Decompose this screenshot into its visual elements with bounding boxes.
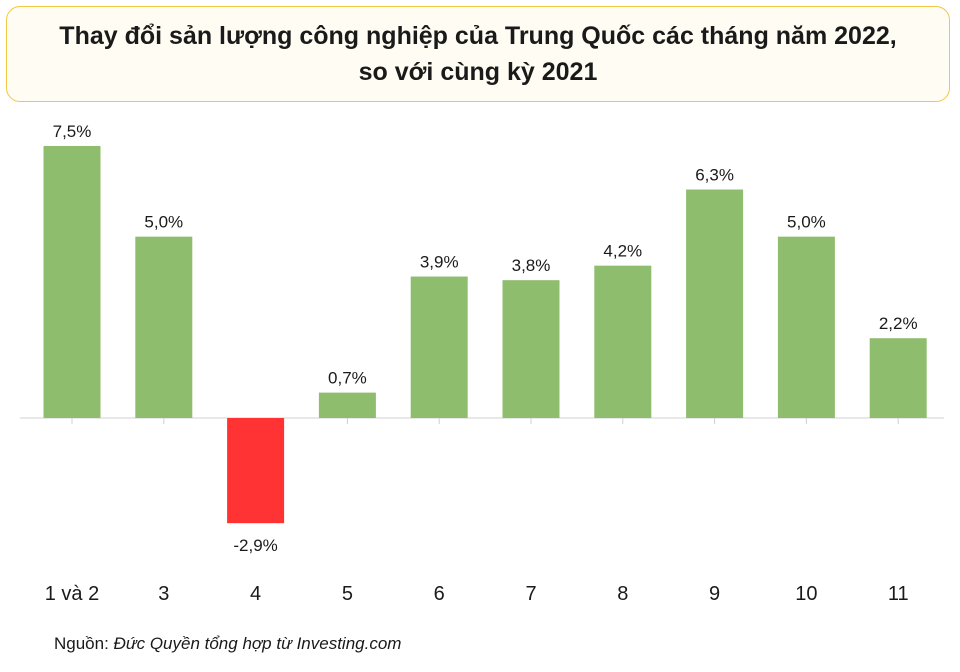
bar-chart: 7,5% 1 và 2 5,0% 3 -2,9% 4 0,7% 5 3,9% 6 3,8% 7 4,2%… <box>20 122 944 605</box>
data-label: 6,3% <box>695 165 734 184</box>
chart-title-box: Thay đổi sản lượng công nghiệp của Trung… <box>6 6 950 102</box>
category-label: 7 <box>525 583 536 605</box>
category-label: 6 <box>434 583 445 605</box>
data-label: 2,2% <box>879 314 918 333</box>
source-prefix: Nguồn: <box>54 634 114 653</box>
category-label: 4 <box>250 583 261 605</box>
category-label: 3 <box>158 583 169 605</box>
source-note: Nguồn: Đức Quyền tổng hợp từ Investing.c… <box>54 634 401 654</box>
bar-10 <box>777 236 835 418</box>
bar-11 <box>869 338 927 418</box>
data-label: 5,0% <box>144 213 183 232</box>
bar-4 <box>227 418 285 524</box>
category-label: 11 <box>888 583 909 605</box>
category-label: 10 <box>795 583 817 605</box>
bar-1-và-2 <box>43 145 101 418</box>
data-label: 0,7% <box>328 369 367 388</box>
data-label: 4,2% <box>603 242 642 261</box>
category-label: 8 <box>617 583 628 605</box>
bar-9 <box>686 189 744 418</box>
data-label: 3,9% <box>420 253 459 272</box>
bar-8 <box>594 265 652 418</box>
category-label: 9 <box>709 583 720 605</box>
source-text: Đức Quyền tổng hợp từ Investing.com <box>113 634 402 653</box>
bar-5 <box>318 392 376 418</box>
bar-7 <box>502 280 560 418</box>
bar-3 <box>135 236 193 418</box>
bar-6 <box>410 276 468 418</box>
data-label: -2,9% <box>233 536 277 555</box>
category-label: 5 <box>342 583 353 605</box>
data-label: 5,0% <box>787 213 826 232</box>
chart-title-line-2: so với cùng kỳ 2021 <box>358 58 598 86</box>
data-label: 3,8% <box>512 256 551 275</box>
category-label: 1 và 2 <box>45 583 99 605</box>
chart-title-line-1: Thay đổi sản lượng công nghiệp của Trung… <box>59 22 897 50</box>
data-label: 7,5% <box>53 122 92 141</box>
